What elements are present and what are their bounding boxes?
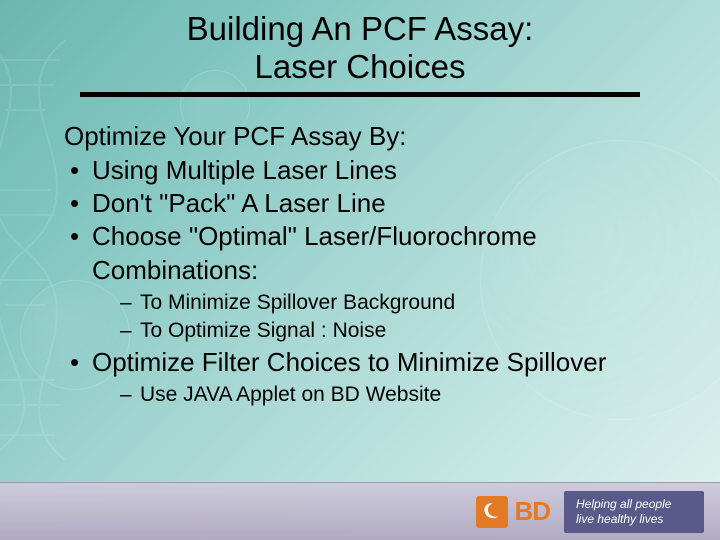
title-line-2: Laser Choices [255, 48, 466, 85]
sub-bullet-list: Use JAVA Applet on BD Website [92, 381, 680, 409]
tagline-line-2: live healthy lives [576, 512, 690, 527]
bullet-text: Don't "Pack" A Laser Line [92, 188, 386, 218]
logo-badge-icon [476, 496, 508, 528]
bullet-list: Using Multiple Laser Lines Don't "Pack" … [64, 154, 680, 409]
bullet-item: Optimize Filter Choices to Minimize Spil… [70, 346, 680, 410]
sub-bullet-item: To Minimize Spillover Background [120, 289, 680, 317]
bullet-item: Don't "Pack" A Laser Line [70, 187, 680, 220]
slide: Building An PCF Assay: Laser Choices Opt… [0, 0, 720, 540]
bullet-text: Choose "Optimal" Laser/Fluorochrome Comb… [92, 221, 537, 284]
tagline: Helping all people live healthy lives [564, 491, 704, 533]
title-line-1: Building An PCF Assay: [187, 10, 534, 47]
bullet-item: Choose "Optimal" Laser/Fluorochrome Comb… [70, 220, 680, 345]
bd-logo: BD [476, 496, 550, 528]
bullet-text: Using Multiple Laser Lines [92, 155, 397, 185]
logo-swirl-icon [481, 501, 503, 523]
body-content: Optimize Your PCF Assay By: Using Multip… [0, 97, 720, 409]
sub-bullet-item: To Optimize Signal : Noise [120, 317, 680, 345]
footer-bar: BD Helping all people live healthy lives [0, 482, 720, 540]
title-block: Building An PCF Assay: Laser Choices [0, 0, 720, 97]
logo-text: BD [514, 496, 550, 527]
lead-text: Optimize Your PCF Assay By: [64, 121, 680, 152]
slide-title: Building An PCF Assay: Laser Choices [40, 10, 680, 86]
bullet-text: Optimize Filter Choices to Minimize Spil… [92, 347, 606, 377]
sub-bullet-list: To Minimize Spillover Background To Opti… [92, 289, 680, 346]
tagline-line-1: Helping all people [576, 497, 690, 512]
bullet-item: Using Multiple Laser Lines [70, 154, 680, 187]
sub-bullet-item: Use JAVA Applet on BD Website [120, 381, 680, 409]
